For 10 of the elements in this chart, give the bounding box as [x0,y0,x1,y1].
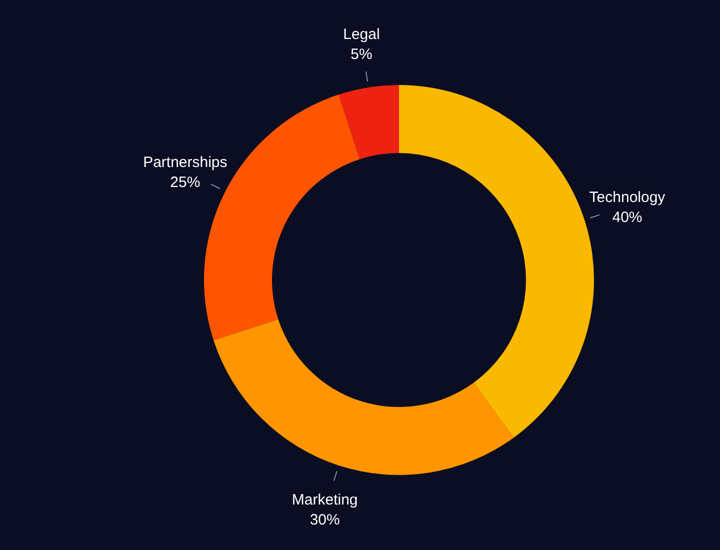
slice-label: Marketing [292,491,358,508]
donut-slice [214,319,514,475]
data-label: 30% [310,511,340,528]
slice-label: Partnerships [143,154,228,172]
donut-slice [338,85,399,160]
data-label: 25% [170,174,200,192]
data-label: 40% [612,208,642,226]
slice-label: Legal [343,26,380,43]
data-label: 5% [350,46,372,63]
slice-label: Technology [589,188,666,206]
